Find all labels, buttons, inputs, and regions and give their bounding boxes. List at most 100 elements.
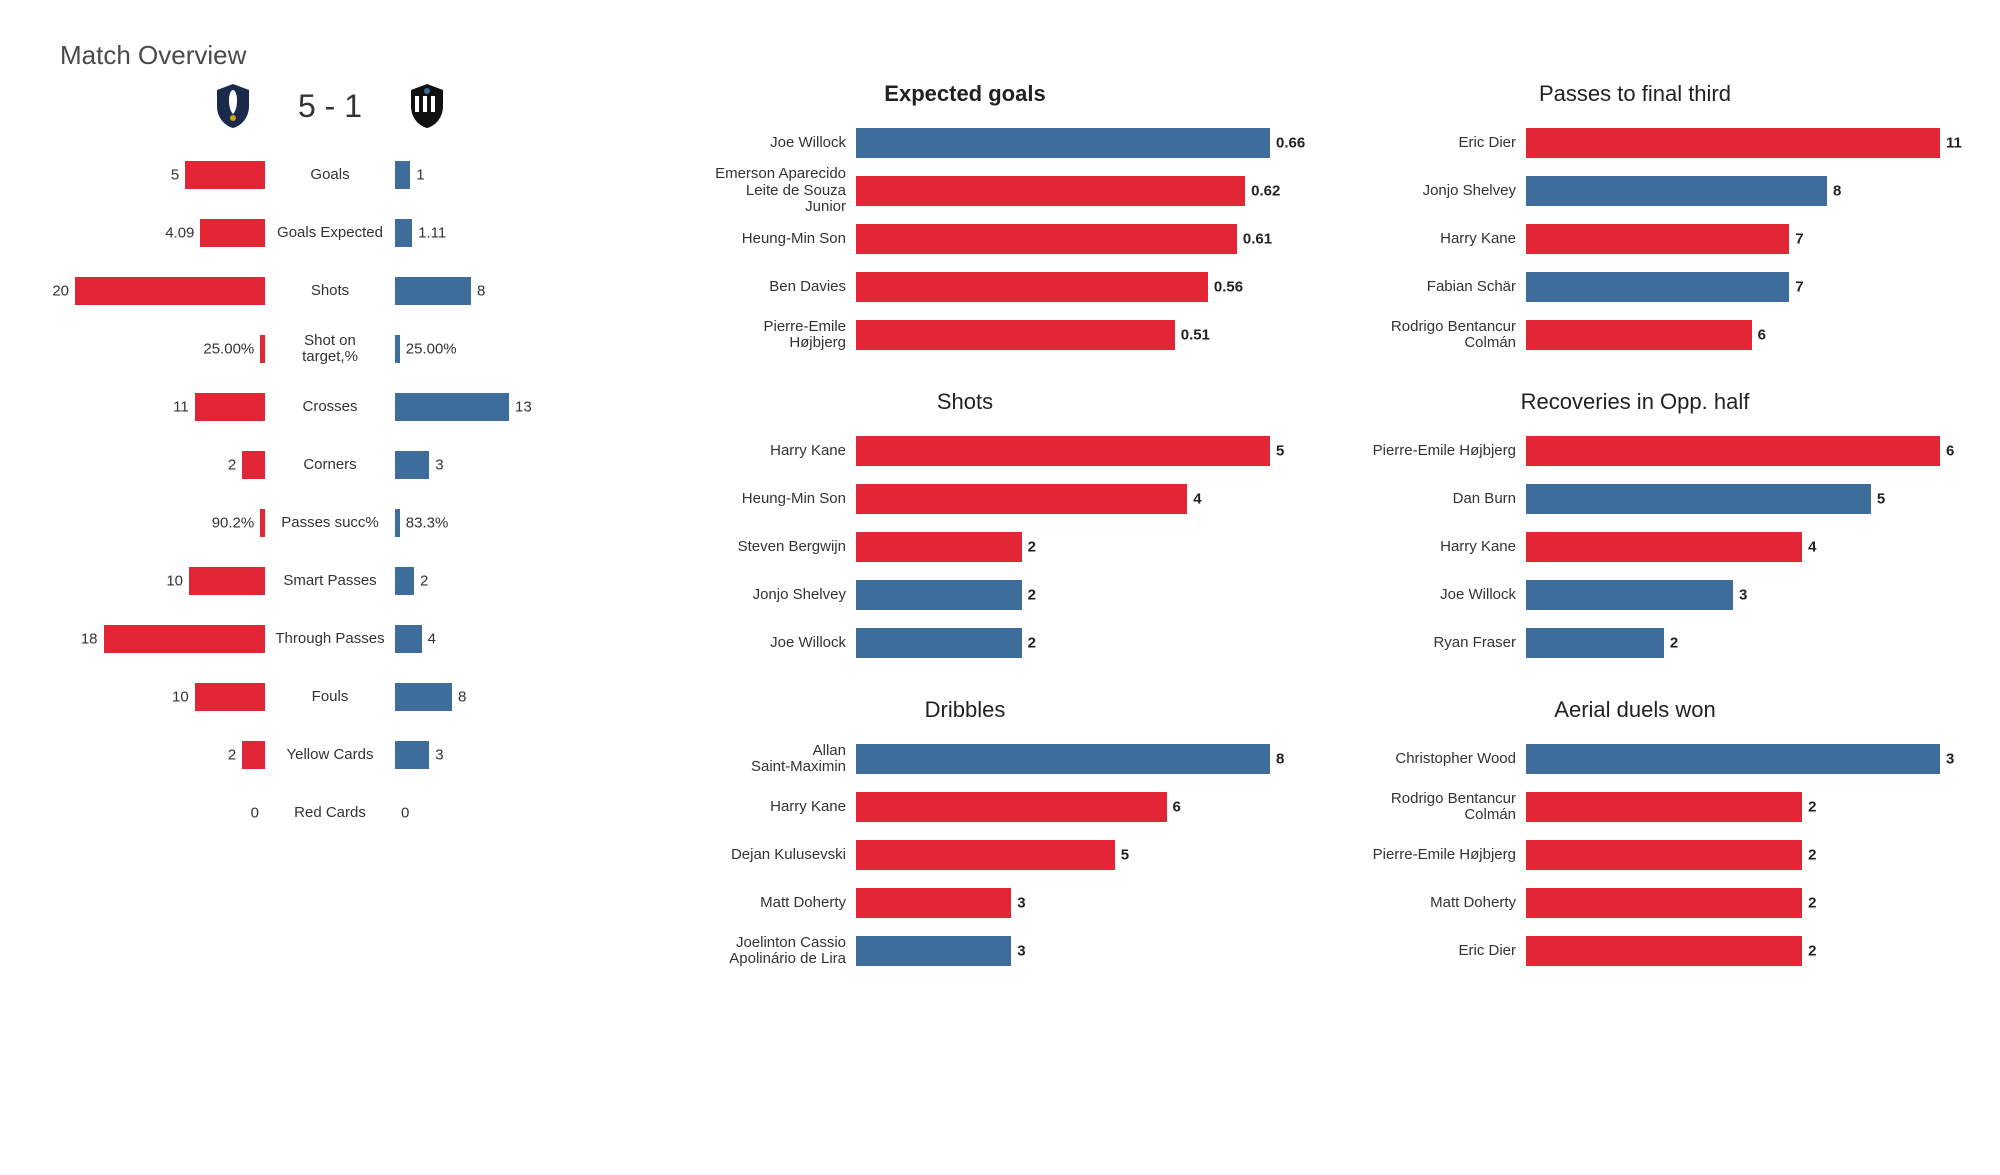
stat-player-name: Joelinton Cassio Apolinário de Lira (660, 935, 850, 968)
overview-row-label: Crosses (302, 399, 357, 416)
overview-bar-away (395, 451, 429, 479)
stat-bar: 7 (1526, 224, 1789, 254)
stat-block-title: Aerial duels won (1330, 697, 1940, 723)
stat-value: 0.61 (1243, 231, 1272, 248)
overview-row-label: Goals (310, 167, 349, 184)
overview-row-label: Corners (303, 457, 356, 474)
overview-row-label: Passes succ% (281, 515, 379, 532)
stat-player-name: Ryan Fraser (1330, 635, 1520, 652)
stat-bar: 8 (1526, 176, 1827, 206)
stat-bar-track: 2 (1526, 888, 1940, 918)
stat-bar: 5 (1526, 484, 1871, 514)
stats-column-2: Passes to final thirdEric Dier11Jonjo Sh… (1330, 81, 1940, 975)
stat-bar-track: 0.62 (856, 176, 1270, 206)
stat-player-name: Pierre-Emile Højbjerg (1330, 443, 1520, 460)
stat-value: 3 (1017, 943, 1025, 960)
overview-value-away: 8 (477, 283, 485, 300)
overview-row: Fouls108 (60, 668, 600, 726)
stat-bar-track: 2 (1526, 792, 1940, 822)
overview-row-label: Shot on target,% (302, 333, 358, 366)
overview-bar-away (395, 219, 412, 247)
overview-bar-home (75, 277, 265, 305)
stat-row: Jonjo Shelvey8 (1330, 167, 1940, 215)
overview-value-away: 1 (416, 167, 424, 184)
stat-value: 6 (1946, 443, 1954, 460)
overview-bar-away (395, 161, 410, 189)
overview-value-home: 2 (228, 457, 236, 474)
home-crest-icon (208, 81, 258, 131)
overview-bar-away (395, 509, 400, 537)
overview-row-label: Smart Passes (283, 573, 376, 590)
stat-value: 3 (1739, 587, 1747, 604)
stat-bar: 3 (856, 888, 1011, 918)
stat-player-name: Rodrigo Bentancur Colmán (1330, 791, 1520, 824)
stat-player-name: Rodrigo Bentancur Colmán (1330, 319, 1520, 352)
stat-value: 5 (1877, 491, 1885, 508)
overview-value-away: 3 (435, 747, 443, 764)
stat-block: Passes to final thirdEric Dier11Jonjo Sh… (1330, 81, 1940, 359)
stat-bar: 4 (1526, 532, 1802, 562)
overview-row-label: Shots (311, 283, 349, 300)
stat-player-name: Harry Kane (1330, 539, 1520, 556)
stat-bar: 3 (1526, 580, 1733, 610)
stat-bar: 6 (856, 792, 1167, 822)
stat-row: Joelinton Cassio Apolinário de Lira 3 (660, 927, 1270, 975)
stat-row: Joe Willock 0.66 (660, 119, 1270, 167)
stat-block: Aerial duels won Christopher Wood3 Rodrigo… (1330, 697, 1940, 975)
overview-bar-home (189, 567, 265, 595)
stat-value: 8 (1276, 751, 1284, 768)
stat-bar-track: 2 (856, 580, 1270, 610)
overview-value-home: 5 (171, 167, 179, 184)
stat-value: 2 (1028, 539, 1036, 556)
stat-row: Christopher Wood3 (1330, 735, 1940, 783)
overview-row-label: Red Cards (294, 805, 366, 822)
stat-value: 2 (1808, 895, 1816, 912)
overview-value-away: 83.3% (406, 515, 449, 532)
stat-bar-track: 8 (856, 744, 1270, 774)
overview-bar-away (395, 277, 471, 305)
stat-row: Harry Kane 6 (660, 783, 1270, 831)
stat-player-name: Allan Saint-Maximin (660, 743, 850, 776)
stat-bar-track: 3 (856, 936, 1270, 966)
stat-value: 2 (1808, 799, 1816, 816)
stat-value: 4 (1193, 491, 1201, 508)
stat-bar: 5 (856, 436, 1270, 466)
overview-bar-home (242, 451, 265, 479)
stat-bar: 11 (1526, 128, 1940, 158)
stat-bar: 8 (856, 744, 1270, 774)
stat-bar-track: 0.66 (856, 128, 1270, 158)
overview-value-home: 90.2% (212, 515, 255, 532)
stat-block-title: Passes to final third (1330, 81, 1940, 107)
stat-player-name: Fabian Schär (1330, 279, 1520, 296)
overview-row: Red Cards00 (60, 784, 600, 842)
stat-row: Emerson Aparecido Leite de Souza Junior0… (660, 167, 1270, 215)
stat-bar-track: 7 (1526, 272, 1940, 302)
overview-value-away: 8 (458, 689, 466, 706)
stat-row: Ben Davies0.56 (660, 263, 1270, 311)
score-sep: - (316, 88, 344, 124)
overview-panel: 5 - 1 Goals51Goals Expected4.091.11Shots… (60, 81, 600, 975)
stat-bar-track: 3 (856, 888, 1270, 918)
overview-bar-home (185, 161, 265, 189)
score-row: 5 - 1 (60, 81, 600, 131)
stat-bar-track: 6 (856, 792, 1270, 822)
stat-bar-track: 6 (1526, 320, 1940, 350)
overview-value-home: 18 (81, 631, 98, 648)
stat-value: 2 (1808, 943, 1816, 960)
stat-bar-track: 5 (856, 436, 1270, 466)
stat-player-name: Dan Burn (1330, 491, 1520, 508)
stat-row: Eric Dier2 (1330, 927, 1940, 975)
stat-bar: 6 (1526, 436, 1940, 466)
stat-bar-track: 2 (856, 628, 1270, 658)
stat-row: Fabian Schär 7 (1330, 263, 1940, 311)
stat-player-name: Harry Kane (660, 799, 850, 816)
stat-block: DribblesAllan Saint-Maximin8Harry Kane6D… (660, 697, 1270, 975)
stat-bar-track: 0.61 (856, 224, 1270, 254)
stat-bar-track: 3 (1526, 744, 1940, 774)
stat-row: Rodrigo Bentancur Colmán6 (1330, 311, 1940, 359)
stat-block-title: Expected goals (660, 81, 1270, 107)
stat-bar: 0.61 (856, 224, 1237, 254)
stat-player-name: Joe Willock (660, 135, 850, 152)
overview-value-home: 4.09 (165, 225, 194, 242)
stat-row: Allan Saint-Maximin8 (660, 735, 1270, 783)
